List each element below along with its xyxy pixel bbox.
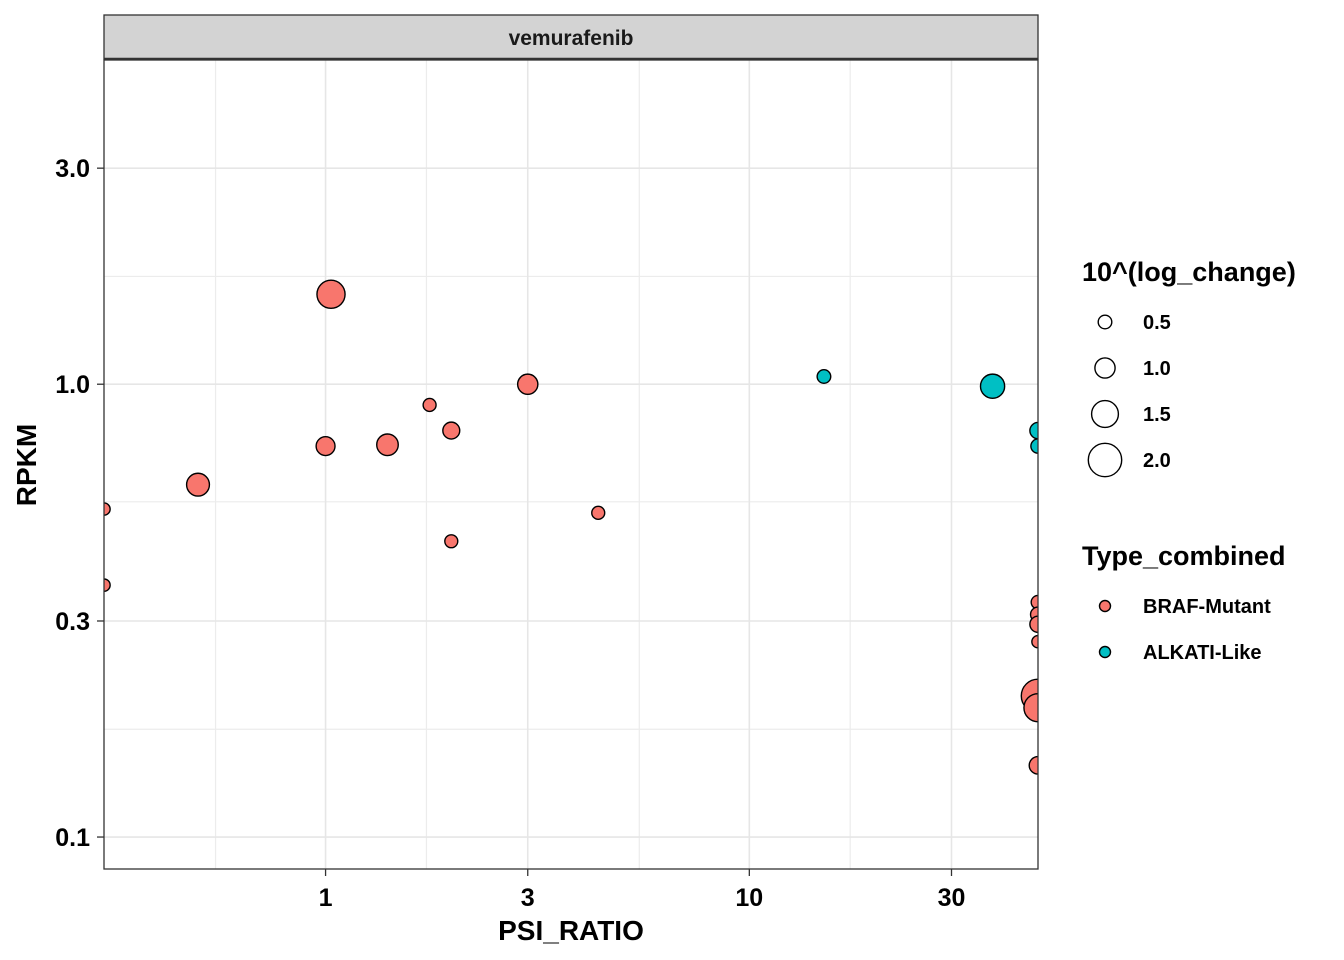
size-legend-label: 1.0 (1143, 358, 1171, 380)
size-legend: 10^(log_change) 0.5 1.0 1.5 2.0 (1082, 257, 1296, 478)
y-tick-label: 0.3 (55, 608, 90, 636)
size-legend-label: 1.5 (1143, 404, 1171, 426)
facet-strip-title: vemurafenib (509, 27, 634, 50)
x-tick-label: 1 (319, 884, 333, 912)
data-point-braf-mutant (185, 472, 211, 497)
data-point-braf-mutant (422, 397, 437, 413)
size-legend-key (1094, 357, 1116, 379)
data-point-braf-mutant (315, 435, 336, 457)
y-tick-label: 0.1 (55, 824, 90, 852)
size-legend-label: 0.5 (1143, 312, 1171, 334)
size-legend-key (1097, 314, 1113, 330)
plot-panel-border (103, 59, 1039, 870)
size-legend-title: 10^(log_change) (1082, 257, 1296, 287)
color-legend-key (1098, 599, 1112, 613)
x-tick-label: 3 (521, 884, 535, 912)
data-point-braf-mutant (316, 279, 346, 310)
data-point-alkati-like (979, 373, 1006, 399)
color-legend-label: ALKATI-Like (1143, 642, 1262, 664)
data-point-braf-mutant (444, 534, 459, 549)
x-axis: 1 3 10 30 (319, 869, 966, 912)
size-legend-label: 2.0 (1143, 450, 1171, 472)
data-point-braf-mutant (1023, 692, 1038, 723)
color-legend: Type_combined BRAF-Mutant ALKATI-Like (1082, 541, 1286, 664)
data-point-braf-mutant (376, 433, 399, 457)
y-tick-label: 3.0 (55, 155, 90, 183)
color-legend-key (1098, 645, 1112, 659)
data-point-braf-mutant (516, 373, 539, 396)
y-axis: 0.1 0.3 1.0 3.0 (55, 155, 104, 852)
color-legend-title: Type_combined (1082, 541, 1286, 571)
y-tick-label: 1.0 (55, 371, 90, 399)
x-tick-label: 30 (938, 884, 966, 912)
y-axis-title: RPKM (11, 424, 42, 506)
data-point-alkati-like (816, 369, 832, 385)
size-legend-key (1090, 399, 1120, 429)
data-point-braf-mutant (1029, 615, 1038, 634)
data-point-braf-mutant (442, 421, 461, 440)
data-point-braf-mutant (591, 505, 606, 520)
grid-lines (104, 60, 1038, 869)
color-legend-label: BRAF-Mutant (1143, 596, 1271, 618)
x-axis-title: PSI_RATIO (498, 915, 644, 946)
size-legend-key (1087, 442, 1123, 478)
facet-strip (103, 14, 1039, 60)
plot-panel (104, 60, 1038, 869)
x-tick-label: 10 (735, 884, 763, 912)
data-point-alkati-like (1029, 421, 1038, 440)
